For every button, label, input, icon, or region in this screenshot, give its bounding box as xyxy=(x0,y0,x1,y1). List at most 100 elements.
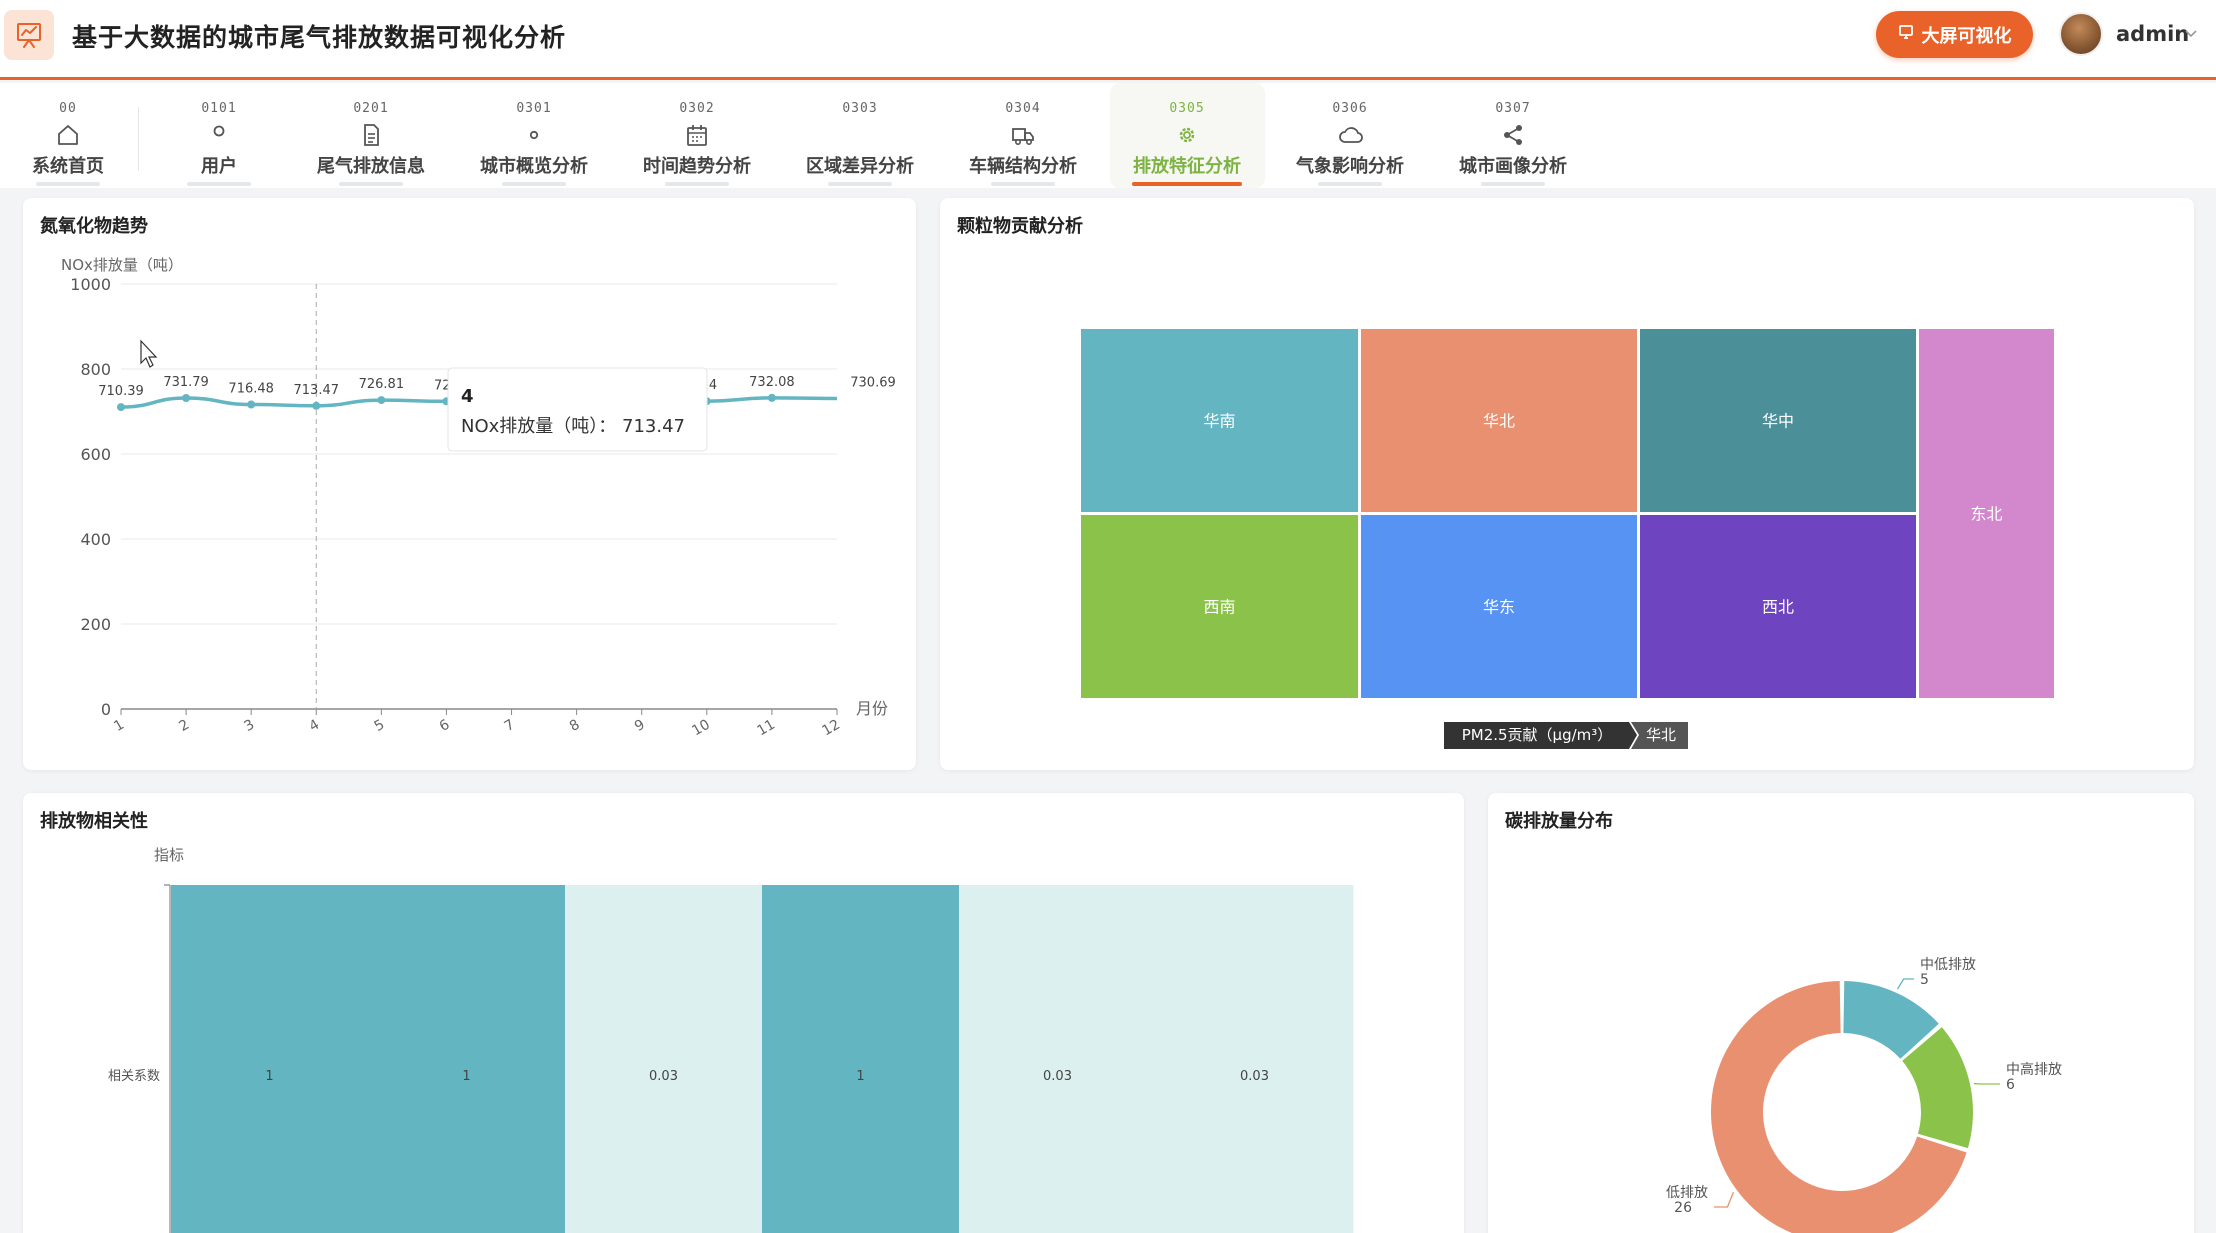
treemap-label: 东北 xyxy=(1970,505,2002,524)
data-point xyxy=(247,400,256,409)
nav-code: 0304 xyxy=(1005,101,1041,116)
nav-underline xyxy=(991,182,1055,186)
data-label: 713.47 xyxy=(294,383,340,398)
tooltip-title: 4 xyxy=(461,386,474,407)
gear-icon xyxy=(1174,122,1200,148)
y-tick-label: 1000 xyxy=(70,275,111,294)
donut-slice xyxy=(1711,981,1967,1233)
correlation-panel: 排放物相关性 指标 相关系数 1 1 0.03 1 0.03 0.03 xyxy=(23,793,1464,1233)
data-label: 732.08 xyxy=(749,375,795,390)
y-tick-label: 600 xyxy=(80,445,111,464)
treemap-label: 华南 xyxy=(1203,412,1235,431)
data-label: 710.39 xyxy=(98,384,144,399)
x-tick-label: 9 xyxy=(632,717,648,735)
heatmap-cell xyxy=(959,885,1157,1233)
treemap-cell: 华东 xyxy=(1361,515,1637,698)
nav-item-0304[interactable]: 0304 车辆结构分析 xyxy=(956,83,1090,188)
nav-item-0301[interactable]: 0301 城市概览分析 xyxy=(467,83,601,188)
leader-line xyxy=(1714,1192,1735,1208)
nav-underline xyxy=(1132,182,1242,186)
nav-code: 0307 xyxy=(1495,101,1531,116)
monitor-icon xyxy=(1898,24,1914,45)
heatmap-cell xyxy=(565,885,763,1233)
nav-label: 尾气排放信息 xyxy=(317,156,425,177)
data-label: 726.81 xyxy=(359,377,405,392)
donut-slice xyxy=(1843,981,1939,1059)
nav-code: 00 xyxy=(59,101,77,116)
nav-underline xyxy=(1318,182,1382,186)
nav-label: 城市概览分析 xyxy=(480,156,588,177)
nav-code: 0302 xyxy=(679,101,715,116)
bigscreen-button[interactable]: 大屏可视化 xyxy=(1876,11,2033,58)
calendar-icon xyxy=(684,122,710,148)
x-tick-label: 8 xyxy=(567,717,583,735)
data-label: 716.48 xyxy=(228,381,274,396)
y-tick-label: 400 xyxy=(80,530,111,549)
nav-label: 区域差异分析 xyxy=(806,156,914,177)
data-point xyxy=(377,396,386,405)
nav-item-0306[interactable]: 0306 气象影响分析 xyxy=(1283,83,1417,188)
y-axis-label: 指标 xyxy=(154,846,184,864)
nav-item-0305[interactable]: 0305 排放特征分析 xyxy=(1109,83,1265,188)
nav-item-0201[interactable]: 0201 尾气排放信息 xyxy=(304,83,438,188)
nav-item-0307[interactable]: 0307 城市画像分析 xyxy=(1446,83,1580,188)
y-tick-label: 0 xyxy=(101,700,111,719)
breadcrumb-text: 华北 xyxy=(1646,726,1676,744)
avatar[interactable] xyxy=(2059,12,2103,56)
x-tick-label: 10 xyxy=(689,717,712,740)
treemap-rect xyxy=(1361,515,1637,698)
cell-label: 1 xyxy=(462,1069,470,1084)
x-tick-label: 6 xyxy=(437,717,453,735)
treemap-cell: 东北 xyxy=(1919,329,2054,698)
x-tick-label: 3 xyxy=(241,717,257,735)
data-point xyxy=(182,393,191,402)
x-tick-label: 2 xyxy=(176,717,192,735)
top-header: 基于大数据的城市尾气排放数据可视化分析 大屏可视化 admin xyxy=(0,0,2216,80)
heatmap-cell xyxy=(368,885,566,1233)
nav-item-0303[interactable]: 0303 区域差异分析 xyxy=(793,83,927,188)
treemap-rect xyxy=(1081,515,1358,698)
breadcrumb: PM2.5贡献（μg/m³） 华北 xyxy=(1444,722,1688,749)
nav-code: 0301 xyxy=(516,101,552,116)
nav-item-0302[interactable]: 0302 时间趋势分析 xyxy=(630,83,764,188)
data-label: 730.69 xyxy=(850,375,896,390)
nav-divider xyxy=(138,107,139,171)
row-label: 相关系数 xyxy=(108,1069,160,1084)
user-icon xyxy=(206,122,232,148)
nox-trend-panel: 氮氧化物趋势 NOx排放量（吨） 0 200 400 600 800 1000 1 2 3 4 5 6 7… xyxy=(23,198,916,770)
slice-name-label: 中低排放 xyxy=(1920,957,1976,973)
treemap-rect xyxy=(1640,329,1916,512)
x-axis-label: 月份 xyxy=(856,699,888,718)
eye-icon xyxy=(521,122,547,148)
username[interactable]: admin xyxy=(2116,22,2190,46)
nav-label: 用户 xyxy=(201,156,237,177)
chevron-down-icon[interactable] xyxy=(2182,24,2200,42)
cell-label: 0.03 xyxy=(1240,1069,1269,1084)
panel-title: 碳排放量分布 xyxy=(1505,811,1613,832)
nav-label: 系统首页 xyxy=(32,156,104,177)
treemap-rect xyxy=(1081,329,1358,512)
tooltip-value: NOx排放量（吨）： 713.47 xyxy=(461,416,685,437)
leader-line xyxy=(1897,978,1914,990)
panel-title: 颗粒物贡献分析 xyxy=(957,216,1083,237)
slice-name-label: 低排放 xyxy=(1666,1185,1708,1201)
nav-code: 0305 xyxy=(1169,101,1205,116)
nav-code: 0101 xyxy=(201,101,237,116)
location-pin-icon xyxy=(847,122,873,148)
nav-underline xyxy=(36,182,100,186)
nav-underline xyxy=(339,182,403,186)
treemap-cell: 西北 xyxy=(1640,515,1916,698)
slice-value-label: 26 xyxy=(1674,1200,1692,1216)
donut-slice xyxy=(1902,1027,1973,1149)
treemap-cell: 华北 xyxy=(1361,329,1637,512)
nav-item-0101[interactable]: 0101 用户 xyxy=(152,83,286,188)
nav-label: 时间趋势分析 xyxy=(643,156,751,177)
slice-value-label: 6 xyxy=(2006,1077,2015,1093)
nav-item-00[interactable]: 00 系统首页 xyxy=(1,83,135,188)
heatmap-cell xyxy=(762,885,960,1233)
treemap-cell: 华南 xyxy=(1081,329,1358,512)
